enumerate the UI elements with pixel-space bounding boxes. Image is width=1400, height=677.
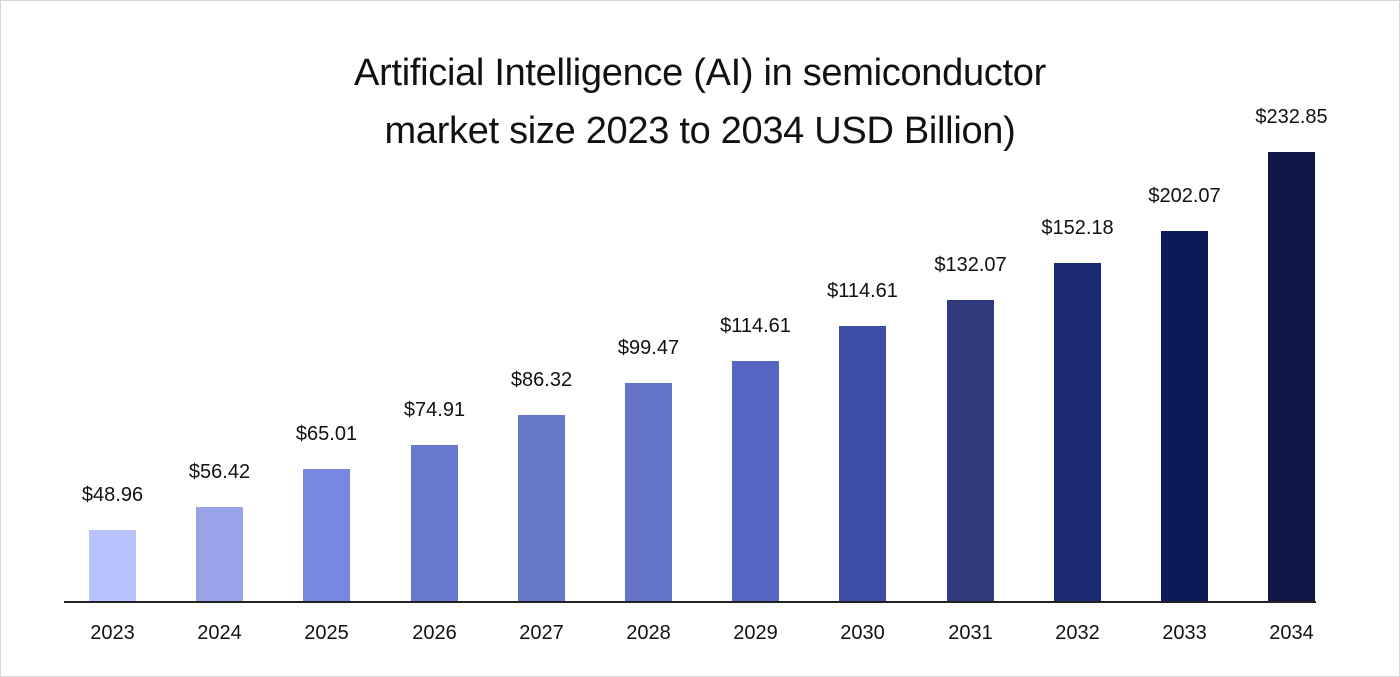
x-tick-label: 2024 — [197, 622, 242, 644]
bar-value-label: $232.85 — [1255, 106, 1328, 128]
bar-2031 — [947, 300, 994, 601]
bar-value-label: $48.96 — [81, 484, 144, 506]
x-tick-label: 2033 — [1162, 622, 1207, 644]
bar-2025 — [303, 469, 350, 601]
chart-title-line-1: Artificial Intelligence (AI) in semicond… — [354, 52, 1046, 94]
x-tick-label: 2028 — [626, 622, 671, 644]
x-tick-label: 2023 — [90, 622, 135, 644]
bar-value-label: $202.07 — [1148, 185, 1221, 207]
chart-title-line-2: market size 2023 to 2034 USD Billion) — [384, 110, 1016, 152]
bar-value-label: $152.18 — [1041, 217, 1114, 239]
bar-value-label: $114.61 — [827, 280, 898, 302]
bar-value-label: $56.42 — [188, 461, 251, 483]
bar-2030 — [839, 326, 886, 601]
bar-value-label: $132.07 — [934, 254, 1007, 276]
bar-2033 — [1161, 231, 1208, 601]
x-tick-label: 2030 — [840, 622, 885, 644]
bar-2028 — [625, 383, 672, 601]
x-tick-label: 2026 — [412, 622, 457, 644]
x-tick-label: 2029 — [733, 622, 778, 644]
bar-2032 — [1054, 263, 1101, 601]
x-tick-label: 2025 — [304, 622, 349, 644]
bar-2026 — [411, 445, 458, 601]
bar-value-label: $65.01 — [295, 423, 358, 445]
x-axis-line — [64, 601, 1316, 603]
bar-2027 — [518, 415, 565, 601]
bar-2024 — [196, 507, 243, 601]
bar-value-label: $86.32 — [510, 369, 573, 391]
bar-value-label: $99.47 — [617, 337, 680, 359]
bar-2023 — [89, 530, 136, 601]
bar-value-label: $114.61 — [720, 315, 791, 337]
x-tick-label: 2027 — [519, 622, 564, 644]
bar-value-label: $74.91 — [403, 399, 466, 421]
x-tick-label: 2031 — [948, 622, 993, 644]
x-tick-label: 2034 — [1269, 622, 1314, 644]
bar-2034 — [1268, 152, 1315, 601]
bar-2029 — [732, 361, 779, 601]
chart-title: Artificial Intelligence (AI) in semicond… — [0, 44, 1400, 160]
x-tick-label: 2032 — [1055, 622, 1100, 644]
